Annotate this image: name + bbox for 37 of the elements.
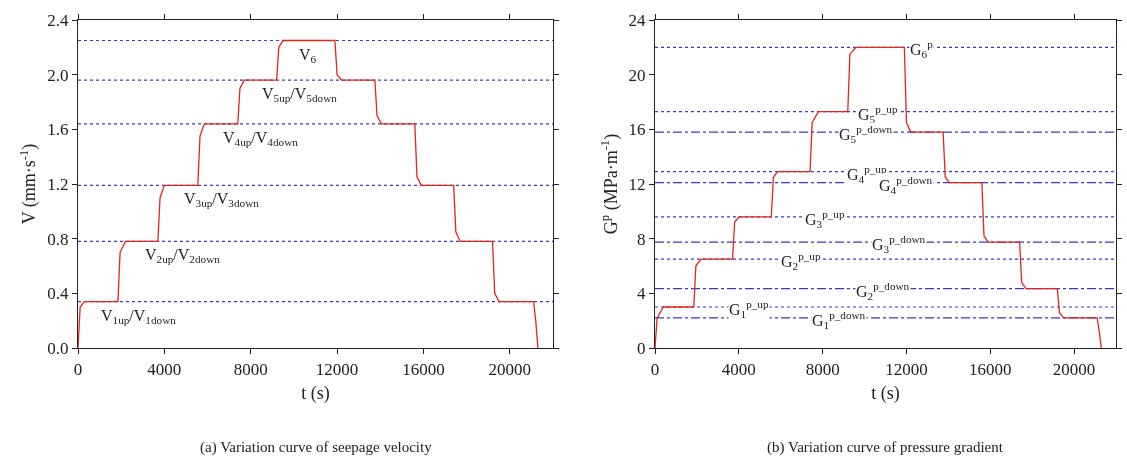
y-tick-label: 0.8	[47, 229, 69, 249]
y-tick-label: 12	[628, 174, 646, 194]
x-tick-label: 20000	[488, 359, 532, 379]
y-tick-label: 1.6	[47, 120, 69, 140]
annotation: V$_{2up}$/V$_{2down}$	[145, 246, 221, 266]
x-tick-label: 4000	[147, 359, 182, 379]
y-tick-label: 4	[637, 284, 646, 304]
y-tick-label: 0.4	[47, 284, 69, 304]
x-tick-label: 12000	[885, 359, 928, 379]
y-tick-label: 20	[628, 65, 646, 85]
annotation: V$_{4up}$/V$_{4down}$	[223, 129, 299, 149]
y-tick-label: 2.0	[47, 65, 69, 85]
x-tick-label: 16000	[969, 359, 1012, 379]
x-tick-label: 8000	[233, 359, 268, 379]
x-tick-label: 20000	[1052, 359, 1096, 379]
y-tick-label: 0	[637, 338, 646, 358]
y-tick-label: 24	[628, 10, 646, 30]
y-tick-label: 1.2	[47, 174, 69, 194]
x-axis-title: t (s)	[301, 382, 330, 404]
y-tick-label: 16	[628, 120, 646, 140]
x-tick-label: 12000	[315, 359, 359, 379]
x-axis-title: t (s)	[871, 382, 900, 404]
x-tick-label: 0	[650, 359, 660, 379]
annotation: V$_{3up}$/V$_{3down}$	[184, 190, 260, 210]
x-tick-label: 4000	[721, 359, 756, 379]
x-tick-label: 0	[73, 359, 83, 379]
annotation: V$_{6}$	[299, 46, 317, 66]
y-tick-label: 0.0	[47, 338, 69, 358]
text: (b) Variation curve of pressure gradient	[767, 439, 1004, 456]
line-series	[78, 39, 539, 348]
annotation: V$_{5up}$/V$_{5down}$	[262, 85, 338, 105]
y-tick-label: 8	[637, 229, 646, 249]
text: (a) Variation curve of seepage velocity	[200, 439, 433, 456]
x-tick-label: 8000	[805, 359, 840, 379]
y-tick-label: 2.4	[47, 10, 69, 30]
annotation: V$_{1up}$/V$_{1down}$	[101, 307, 177, 327]
x-tick-label: 16000	[402, 359, 445, 379]
